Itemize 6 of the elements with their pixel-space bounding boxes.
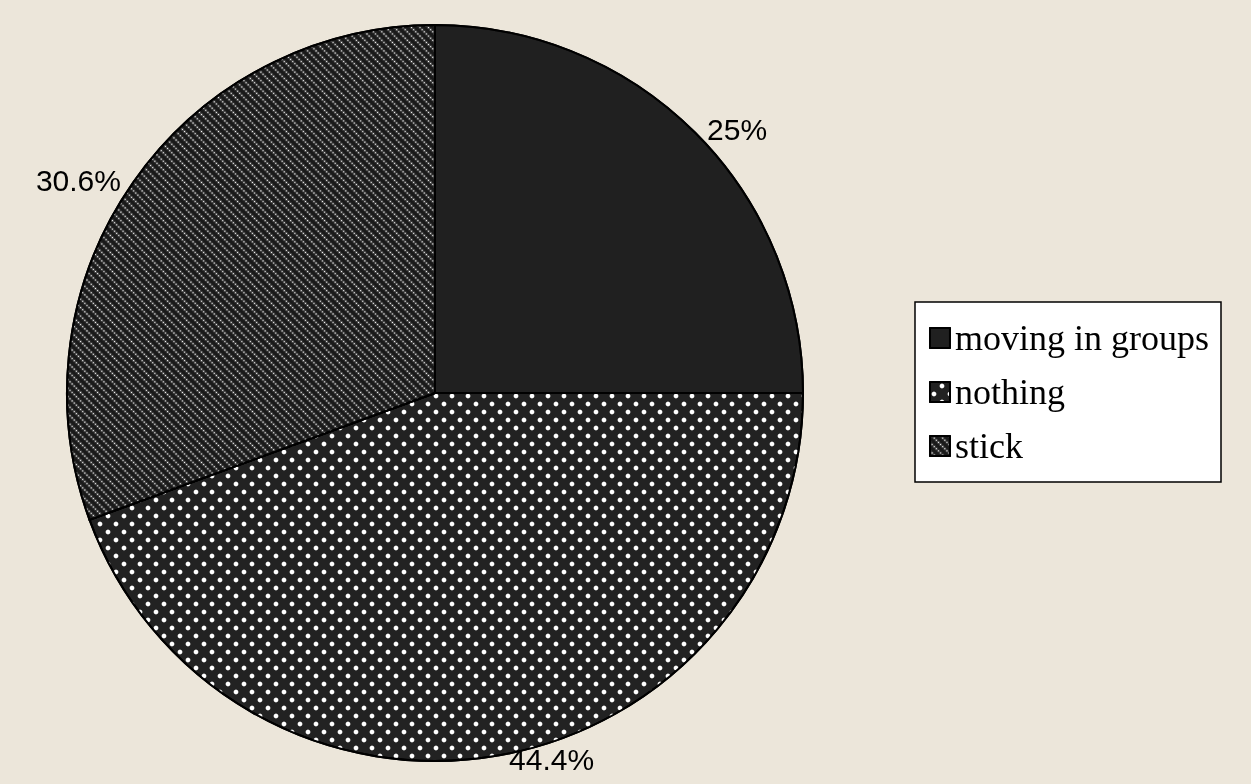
data-label: 25% xyxy=(707,113,768,147)
data-label: 30.6% xyxy=(35,163,121,197)
legend-label: moving in groups xyxy=(955,318,1210,358)
data-label: 44.4% xyxy=(509,742,595,776)
legend-label: stick xyxy=(955,426,1023,466)
legend-label: nothing xyxy=(955,372,1066,412)
